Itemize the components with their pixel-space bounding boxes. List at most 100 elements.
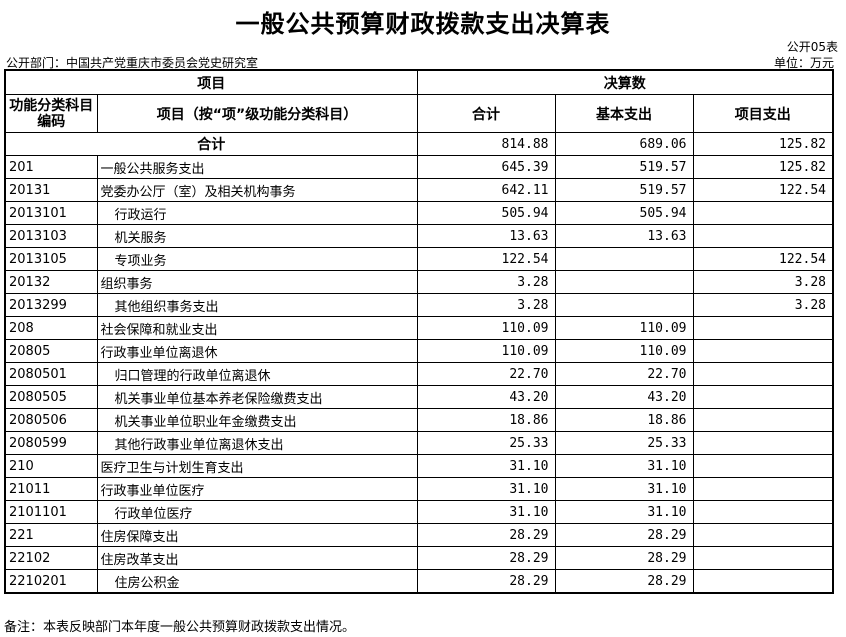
name-cell: 一般公共服务支出 bbox=[96, 155, 418, 179]
table-row: 22102 住房改革支出 28.29 28.29 bbox=[4, 546, 834, 570]
project-cell bbox=[692, 477, 834, 501]
basic-cell: 28.29 bbox=[554, 569, 694, 594]
total-cell: 645.39 bbox=[416, 155, 556, 179]
code-cell: 221 bbox=[4, 523, 98, 547]
total-cell: 43.20 bbox=[416, 385, 556, 409]
table-row: 21011 行政事业单位医疗 31.10 31.10 bbox=[4, 477, 834, 501]
table-row: 20131 党委办公厅（室）及相关机构事务 642.11 519.57 122.54 bbox=[4, 178, 834, 202]
table-row: 2013299 其他组织事务支出 3.28 3.28 bbox=[4, 293, 834, 317]
basic-cell: 18.86 bbox=[554, 408, 694, 432]
basic-cell: 505.94 bbox=[554, 201, 694, 225]
name-cell: 其他行政事业单位离退休支出 bbox=[96, 431, 418, 455]
header-total: 合计 bbox=[416, 94, 556, 133]
code-cell: 201 bbox=[4, 155, 98, 179]
basic-cell: 25.33 bbox=[554, 431, 694, 455]
basic-cell bbox=[554, 247, 694, 271]
basic-cell bbox=[554, 270, 694, 294]
total-project: 125.82 bbox=[692, 132, 834, 156]
total-total: 814.88 bbox=[416, 132, 556, 156]
name-cell: 机关事业单位职业年金缴费支出 bbox=[96, 408, 418, 432]
code-cell: 2013101 bbox=[4, 201, 98, 225]
total-label: 合计 bbox=[4, 132, 418, 156]
code-cell: 22102 bbox=[4, 546, 98, 570]
table-row: 2080501 归口管理的行政单位离退休 22.70 22.70 bbox=[4, 362, 834, 386]
code-cell: 2080506 bbox=[4, 408, 98, 432]
project-cell: 3.28 bbox=[692, 293, 834, 317]
project-cell bbox=[692, 500, 834, 524]
table-row: 2013101 行政运行 505.94 505.94 bbox=[4, 201, 834, 225]
total-cell: 122.54 bbox=[416, 247, 556, 271]
project-cell: 125.82 bbox=[692, 155, 834, 179]
project-cell bbox=[692, 224, 834, 248]
table-row: 2080599 其他行政事业单位离退休支出 25.33 25.33 bbox=[4, 431, 834, 455]
basic-cell bbox=[554, 293, 694, 317]
table-row: 2080505 机关事业单位基本养老保险缴费支出 43.20 43.20 bbox=[4, 385, 834, 409]
code-cell: 2101101 bbox=[4, 500, 98, 524]
basic-cell: 519.57 bbox=[554, 178, 694, 202]
table-row: 2013105 专项业务 122.54 122.54 bbox=[4, 247, 834, 271]
table-row: 2080506 机关事业单位职业年金缴费支出 18.86 18.86 bbox=[4, 408, 834, 432]
name-cell: 行政事业单位离退休 bbox=[96, 339, 418, 363]
basic-cell: 31.10 bbox=[554, 477, 694, 501]
code-cell: 2080599 bbox=[4, 431, 98, 455]
name-cell: 住房改革支出 bbox=[96, 546, 418, 570]
basic-cell: 31.10 bbox=[554, 500, 694, 524]
name-cell: 组织事务 bbox=[96, 270, 418, 294]
project-cell bbox=[692, 408, 834, 432]
total-cell: 31.10 bbox=[416, 477, 556, 501]
code-cell: 20805 bbox=[4, 339, 98, 363]
basic-cell: 28.29 bbox=[554, 523, 694, 547]
name-cell: 机关事业单位基本养老保险缴费支出 bbox=[96, 385, 418, 409]
header-code: 功能分类科目编码 bbox=[4, 94, 98, 133]
table-row: 201 一般公共服务支出 645.39 519.57 125.82 bbox=[4, 155, 834, 179]
total-cell: 18.86 bbox=[416, 408, 556, 432]
basic-cell: 28.29 bbox=[554, 546, 694, 570]
code-cell: 210 bbox=[4, 454, 98, 478]
project-cell bbox=[692, 523, 834, 547]
code-cell: 2013105 bbox=[4, 247, 98, 271]
total-cell: 3.28 bbox=[416, 293, 556, 317]
code-cell: 20132 bbox=[4, 270, 98, 294]
header-row-2: 功能分类科目编码 项目（按“项”级功能分类科目） 合计 基本支出 项目支出 bbox=[4, 94, 834, 133]
basic-cell: 519.57 bbox=[554, 155, 694, 179]
header-name: 项目（按“项”级功能分类科目） bbox=[96, 94, 418, 133]
project-cell bbox=[692, 454, 834, 478]
name-cell: 归口管理的行政单位离退休 bbox=[96, 362, 418, 386]
table-row: 208 社会保障和就业支出 110.09 110.09 bbox=[4, 316, 834, 340]
project-cell: 122.54 bbox=[692, 247, 834, 271]
project-cell bbox=[692, 316, 834, 340]
name-cell: 住房保障支出 bbox=[96, 523, 418, 547]
code-cell: 208 bbox=[4, 316, 98, 340]
header-project: 项目支出 bbox=[692, 94, 834, 133]
name-cell: 专项业务 bbox=[96, 247, 418, 271]
department: 公开部门：中国共产党重庆市委员会党史研究室 bbox=[6, 56, 259, 70]
table-row: 2101101 行政单位医疗 31.10 31.10 bbox=[4, 500, 834, 524]
name-cell: 行政事业单位医疗 bbox=[96, 477, 418, 501]
project-cell bbox=[692, 431, 834, 455]
name-cell: 医疗卫生与计划生育支出 bbox=[96, 454, 418, 478]
code-cell: 2013103 bbox=[4, 224, 98, 248]
header-row-1: 项目 决算数 bbox=[4, 69, 834, 95]
project-cell bbox=[692, 339, 834, 363]
unit-label: 单位：万元 bbox=[773, 56, 834, 70]
total-cell: 28.29 bbox=[416, 569, 556, 594]
table-row: 20132 组织事务 3.28 3.28 bbox=[4, 270, 834, 294]
total-cell: 3.28 bbox=[416, 270, 556, 294]
code-cell: 2080505 bbox=[4, 385, 98, 409]
name-cell: 其他组织事务支出 bbox=[96, 293, 418, 317]
name-cell: 党委办公厅（室）及相关机构事务 bbox=[96, 178, 418, 202]
basic-cell: 110.09 bbox=[554, 339, 694, 363]
total-cell: 505.94 bbox=[416, 201, 556, 225]
total-cell: 110.09 bbox=[416, 339, 556, 363]
table-row: 221 住房保障支出 28.29 28.29 bbox=[4, 523, 834, 547]
project-cell bbox=[692, 362, 834, 386]
total-cell: 642.11 bbox=[416, 178, 556, 202]
code-cell: 2080501 bbox=[4, 362, 98, 386]
total-cell: 22.70 bbox=[416, 362, 556, 386]
expenditure-table: 项目 决算数 功能分类科目编码 项目（按“项”级功能分类科目） 合计 基本支出 … bbox=[4, 69, 834, 594]
total-cell: 25.33 bbox=[416, 431, 556, 455]
name-cell: 机关服务 bbox=[96, 224, 418, 248]
project-cell bbox=[692, 385, 834, 409]
project-cell bbox=[692, 546, 834, 570]
project-cell: 122.54 bbox=[692, 178, 834, 202]
